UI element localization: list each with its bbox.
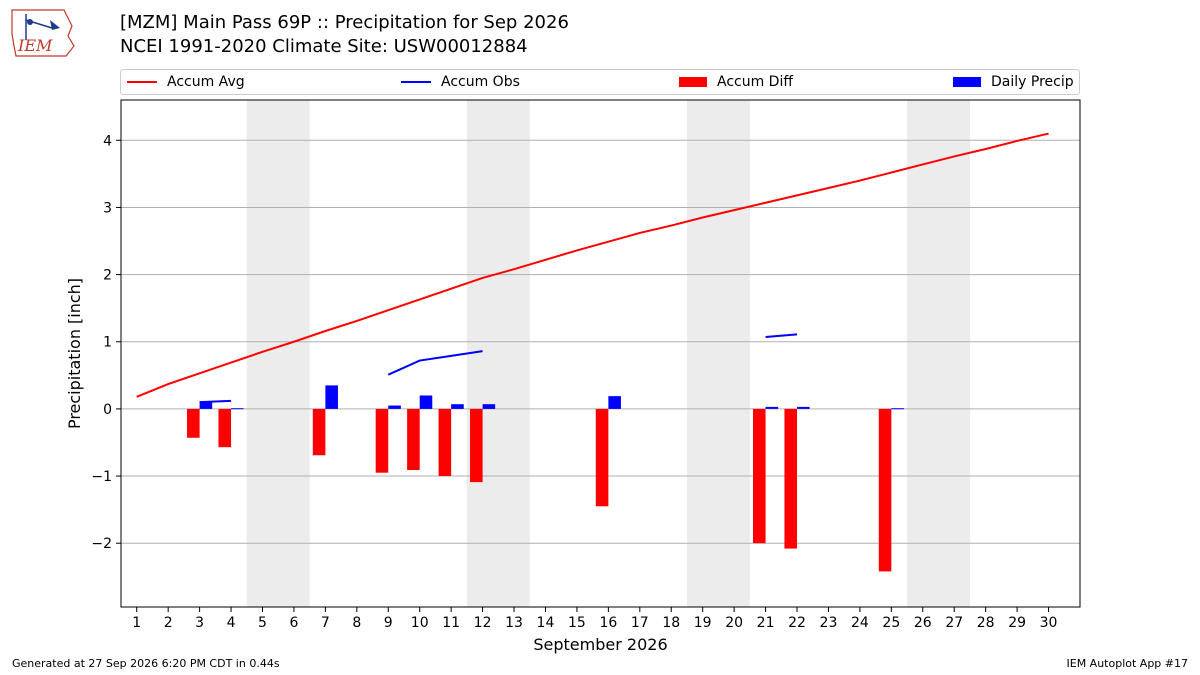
daily-precip-bar [482,404,496,409]
accum-diff-bar [375,408,389,473]
x-tick-label: 11 [442,615,460,631]
accum-diff-bar [752,408,766,544]
accum-diff-bar [470,408,483,483]
x-tick-label: 5 [258,615,267,631]
x-tick-label: 25 [882,615,900,631]
y-tick-label: −2 [91,536,112,552]
x-tick-label: 23 [820,615,838,631]
legend: Accum Avg Accum Obs Accum Diff Daily Pre… [120,69,1080,95]
daily-precip-bar [325,385,338,409]
daily-precip-bar [765,406,779,409]
accum-diff-bar [407,408,420,471]
legend-label-accum-diff: Accum Diff [717,74,794,90]
x-tick-label: 10 [411,615,429,631]
y-tick-label: 4 [103,133,112,149]
x-tick-label: 9 [384,615,393,631]
daily-precip-bar [419,395,433,409]
weekend-band-2 [466,100,530,607]
legend-label-accum-obs: Accum Obs [441,74,520,90]
x-tick-label: 8 [352,615,361,631]
legend-swatch-accum-avg [127,81,157,83]
iem-logo: IEM [11,9,75,57]
x-tick-label: 19 [694,615,712,631]
daily-precip-bar [451,404,464,409]
x-axis-label: September 2026 [533,635,667,654]
accum-obs-line [387,350,483,376]
accum-diff-bar [218,408,232,448]
x-tick-label: 30 [1040,615,1058,631]
x-tick-label: 3 [195,615,204,631]
x-tick-label: 28 [977,615,995,631]
legend-item-accum-avg: Accum Avg [127,70,245,94]
accum-diff-bar [438,408,452,477]
chart-title: [MZM] Main Pass 69P :: Precipitation for… [120,12,569,33]
legend-item-accum-obs: Accum Obs [401,70,520,94]
app-credit: IEM Autoplot App #17 [1066,657,1189,670]
accum-avg-line [136,132,1049,398]
accum-diff-bar [595,408,609,507]
x-tick-label: 6 [289,615,298,631]
legend-swatch-daily-precip [953,77,981,87]
legend-item-daily-precip: Daily Precip [953,70,1074,94]
legend-label-daily-precip: Daily Precip [991,74,1074,90]
accum-diff-bar [784,408,798,549]
daily-precip-bar [388,405,401,409]
x-tick-label: 29 [1008,615,1026,631]
daily-precip-bar [891,408,904,410]
x-tick-label: 15 [568,615,586,631]
y-axis-label: Precipitation [inch] [65,278,84,429]
legend-swatch-accum-obs [401,81,431,83]
x-tick-label: 14 [537,615,555,631]
x-tick-label: 17 [631,615,649,631]
y-tick-label: −1 [91,469,112,485]
y-tick-label: 1 [103,335,112,351]
x-tick-label: 21 [757,615,775,631]
accum-diff-bar [878,408,892,572]
x-tick-label: 26 [914,615,932,631]
x-tick-label: 12 [474,615,492,631]
x-tick-label: 22 [788,615,806,631]
generated-timestamp: Generated at 27 Sep 2026 6:20 PM CDT in … [12,657,280,670]
accum-diff-bar [187,408,200,438]
svg-text:IEM: IEM [17,36,53,55]
legend-item-accum-diff: Accum Diff [679,70,793,94]
x-tick-label: 7 [321,615,330,631]
weekend-band-3 [686,100,750,607]
y-tick-label: 0 [103,402,112,418]
daily-precip-bar [608,396,621,409]
y-tick-label: 2 [103,268,112,284]
x-tick-label: 1 [132,615,141,631]
x-tick-label: 20 [725,615,743,631]
accum-diff-bar [312,408,326,456]
chart-subtitle: NCEI 1991-2020 Climate Site: USW00012884 [120,36,528,57]
x-tick-label: 18 [662,615,680,631]
x-tick-label: 27 [945,615,963,631]
accum-obs-line [199,399,232,404]
x-tick-label: 2 [164,615,173,631]
daily-precip-bar [797,406,810,409]
legend-label-accum-avg: Accum Avg [167,74,245,90]
y-tick-label: 3 [103,200,112,216]
legend-swatch-accum-diff [679,77,707,87]
x-tick-label: 16 [599,615,617,631]
daily-precip-bar [231,408,244,410]
accum-obs-line [765,333,798,339]
daily-precip-bar [199,402,213,409]
x-tick-label: 4 [227,615,236,631]
x-tick-label: 13 [505,615,523,631]
plot-frame [120,99,1081,608]
x-tick-label: 24 [851,615,869,631]
weekend-band-4 [907,100,970,607]
